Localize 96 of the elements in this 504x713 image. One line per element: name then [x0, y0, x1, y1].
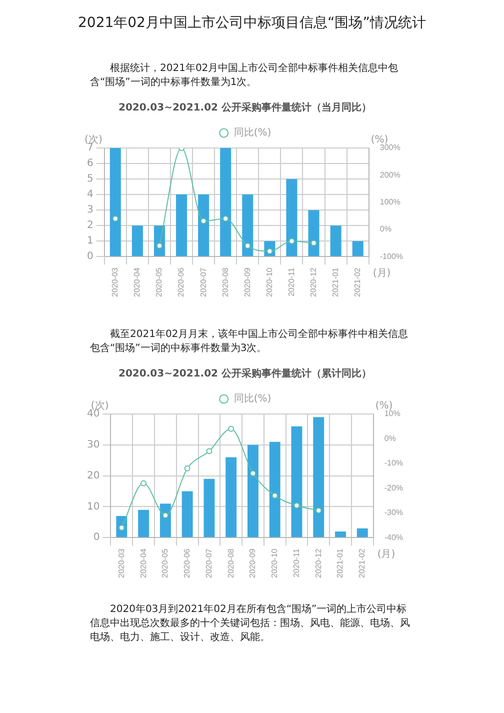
- y-tick-label: 3: [86, 204, 94, 216]
- x-tick-label: 2020-05: [160, 548, 170, 578]
- bar: [313, 417, 324, 538]
- y-tick-label: 30: [86, 440, 100, 451]
- y2-tick-label: 200%: [380, 170, 400, 180]
- y2-axis-title: (%): [375, 400, 393, 412]
- x-tick-label: 2020-07: [198, 267, 208, 297]
- x-tick-label: 2020-04: [138, 548, 148, 578]
- x-tick-label: 2020-04: [132, 267, 142, 297]
- bar: [352, 241, 364, 256]
- bar: [335, 531, 346, 538]
- bar: [176, 194, 188, 256]
- chart-title: 2020.03~2021.02 公开采购事件量统计（累计同比）: [118, 368, 372, 380]
- x-tick-label: 2020-10: [264, 267, 274, 297]
- x-axis-title: (月): [377, 549, 396, 560]
- y-tick-label: 1: [86, 236, 94, 247]
- bar: [110, 148, 121, 256]
- x-tick-label: 2020-08: [226, 548, 236, 578]
- x-tick-label: 2020-08: [220, 267, 230, 297]
- x-tick-label: 2020-07: [204, 548, 214, 578]
- y-tick-label: 6: [86, 158, 94, 170]
- legend-label: 同比(%): [234, 392, 272, 405]
- y-tick-label: 20: [86, 470, 100, 482]
- y2-tick-label: -20%: [384, 483, 404, 492]
- point: [156, 242, 162, 249]
- bar: [182, 491, 193, 538]
- point: [184, 465, 190, 472]
- bar: [220, 148, 232, 256]
- y2-tick-label: 300%: [380, 143, 400, 152]
- bar: [247, 444, 258, 538]
- y-tick-label: 0: [93, 532, 100, 544]
- bar: [242, 194, 254, 256]
- point: [162, 512, 168, 518]
- point: [310, 240, 317, 246]
- y-tick-label: 7: [86, 142, 94, 154]
- point: [316, 507, 322, 514]
- x-tick-label: 2020-11: [286, 267, 296, 296]
- y2-axis-title: (%): [370, 134, 388, 146]
- point: [228, 426, 234, 432]
- text: 截至2021年02月月末，该年中国上市公司全部中标事件中相关信息包含“围场”一词的中标事件数量为3次。: [90, 328, 410, 356]
- point: [112, 216, 118, 222]
- point: [140, 480, 147, 486]
- point: [200, 218, 207, 224]
- y2-tick-label: 0%: [384, 434, 396, 443]
- bar: [356, 528, 368, 538]
- point: [206, 448, 212, 454]
- bar: [132, 226, 143, 256]
- x-tick-label: 2020-10: [270, 548, 280, 578]
- point: [294, 502, 300, 508]
- bar: [198, 194, 210, 256]
- y-tick-label: 10: [86, 501, 100, 512]
- bar: [286, 179, 298, 256]
- y-tick-label: 0: [86, 251, 94, 262]
- y2-tick-label: -100%: [380, 252, 403, 261]
- bar: [226, 457, 237, 538]
- text: 2020年03月到2021年02月在所有包含“围场”一词的上市公司中标信息中出现总次数最多的十个关键词包括：围场、风电、能源、电场、风电场、电力、施工、设计、改造、风能。: [90, 603, 411, 645]
- y2-tick-label: 100%: [380, 198, 400, 207]
- x-tick-label: 2020-12: [314, 548, 323, 578]
- point: [272, 492, 278, 499]
- y-tick-label: 5: [86, 174, 94, 185]
- x-tick-label: 2020-11: [292, 548, 301, 578]
- y2-tick-label: 10%: [384, 409, 400, 418]
- bar: [291, 426, 302, 538]
- bar: [204, 478, 215, 538]
- x-tick-label: 2021-02: [353, 267, 362, 297]
- y2-tick-label: -40%: [384, 532, 404, 542]
- y-tick-label: 2: [86, 220, 94, 232]
- x-tick-label: 2020-06: [182, 548, 192, 578]
- x-tick-label: 2020-06: [176, 267, 186, 297]
- x-tick-label: 2021-02: [358, 548, 367, 578]
- x-tick-label: 2021-01: [331, 267, 340, 297]
- text: 2021年02月中国上市公司中标项目信息“围场”情况统计: [77, 14, 427, 32]
- x-tick-label: 2020-05: [154, 267, 164, 297]
- bar: [330, 226, 342, 256]
- x-axis-title: (月): [372, 268, 391, 280]
- bar: [138, 510, 150, 538]
- text: 根据统计，2021年02月中国上市公司全部中标事件相关信息中包含“围场”一词的中标事件数量为1次。: [90, 62, 400, 90]
- bar: [269, 442, 280, 538]
- x-tick-label: 2020-03: [110, 267, 120, 297]
- y2-tick-label: -30%: [384, 508, 404, 518]
- y2-tick-label: -10%: [384, 458, 404, 468]
- bar: [160, 504, 171, 538]
- point: [250, 470, 256, 476]
- bar: [308, 210, 320, 256]
- x-tick-label: 2021-01: [336, 548, 345, 578]
- x-tick-label: 2020-03: [116, 548, 126, 578]
- y2-tick-label: 0%: [380, 224, 392, 234]
- legend-label: 同比(%): [234, 126, 272, 139]
- x-tick-label: 2020-09: [242, 267, 252, 297]
- y-tick-label: 4: [86, 189, 94, 200]
- x-tick-label: 2020-12: [308, 267, 318, 297]
- point: [288, 238, 295, 244]
- point: [244, 242, 251, 249]
- x-tick-label: 2020-09: [248, 548, 258, 578]
- chart-title: 2020.03~2021.02 公开采购事件量统计（当月同比）: [118, 102, 372, 114]
- point: [222, 216, 229, 222]
